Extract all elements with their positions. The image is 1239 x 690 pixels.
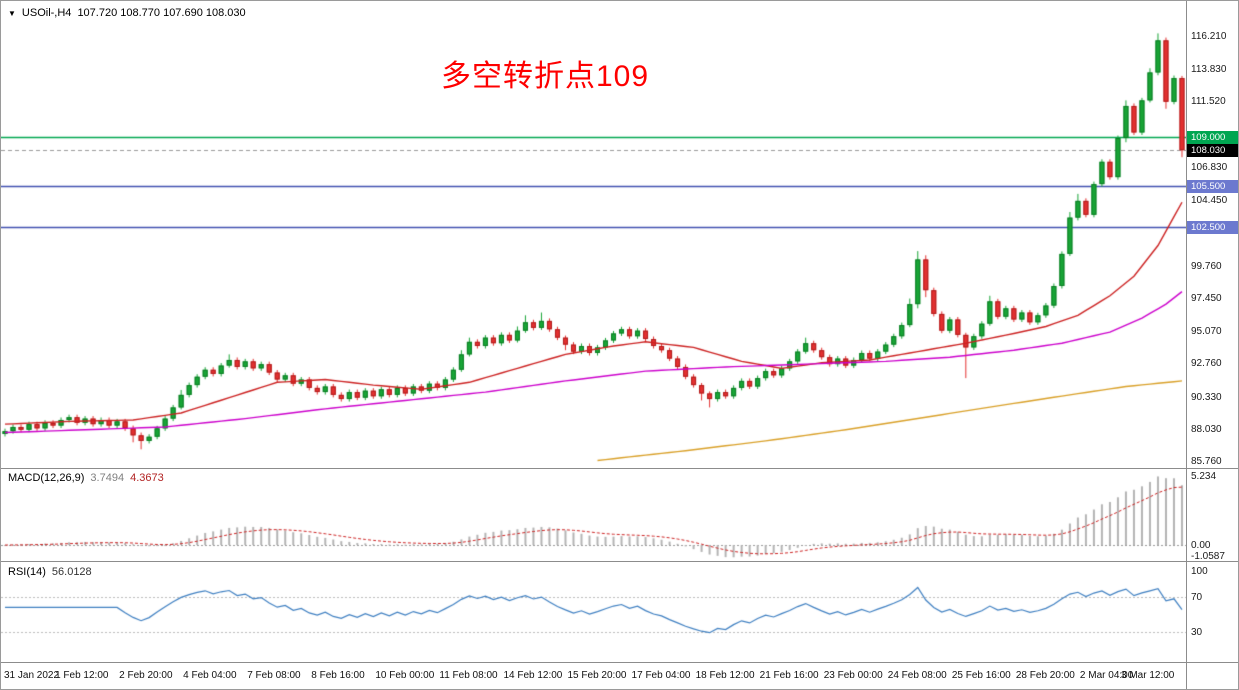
price-level-badge: 105.500 [1187, 179, 1238, 193]
rsi-indicator-panel[interactable] [1, 562, 1186, 662]
time-tick-label: 31 Jan 2022 [4, 670, 60, 681]
price-level-badge: 109.000 [1187, 130, 1238, 144]
time-tick-label: 10 Feb 00:00 [375, 670, 435, 681]
macd-signal-value: 4.3673 [130, 472, 164, 484]
rsi-name: RSI(14) [8, 566, 46, 578]
price-tick-label: 97.450 [1191, 292, 1222, 304]
time-tick-label: 17 Feb 04:00 [631, 670, 691, 681]
panel-separator [1, 468, 1238, 469]
price-level-badge: 102.500 [1187, 221, 1238, 235]
time-tick-label: 7 Feb 08:00 [247, 670, 301, 681]
price-tick-label: 113.830 [1191, 64, 1227, 76]
price-tick-label: 92.760 [1191, 358, 1222, 370]
macd-axis-label: -1.0587 [1191, 551, 1225, 562]
time-tick-label: 25 Feb 16:00 [951, 670, 1011, 681]
macd-main-value: 3.7494 [90, 472, 125, 484]
rsi-axis-label: 30 [1191, 626, 1203, 638]
rsi-label: RSI(14) 56.0128 [8, 566, 92, 578]
price-tick-label: 104.450 [1191, 195, 1228, 207]
price-tick-label: 111.520 [1191, 96, 1226, 108]
collapse-triangle-icon[interactable]: ▼ [8, 8, 16, 18]
price-tick-label: 99.760 [1191, 260, 1222, 272]
time-tick-label: 18 Feb 12:00 [695, 670, 755, 681]
main-price-chart[interactable] [1, 1, 1186, 468]
price-tick-label: 88.030 [1191, 424, 1222, 436]
time-tick-label: 21 Feb 16:00 [759, 670, 819, 681]
time-tick-label: 24 Feb 08:00 [887, 670, 947, 681]
rsi-axis-label: 100 [1191, 565, 1208, 577]
panel-separator [1, 561, 1238, 562]
price-tick-label: 85.760 [1191, 456, 1222, 468]
time-tick-label: 4 Feb 04:00 [183, 670, 237, 681]
macd-label: MACD(12,26,9) 3.7494 4.3673 [8, 472, 164, 484]
time-tick-label: 2 Feb 20:00 [119, 670, 173, 681]
time-tick-label: 23 Feb 00:00 [823, 670, 883, 681]
price-tick-label: 116.210 [1191, 31, 1227, 43]
time-tick-label: 15 Feb 20:00 [567, 670, 627, 681]
macd-indicator-panel[interactable] [1, 469, 1186, 561]
time-tick-label: 8 Feb 16:00 [311, 670, 365, 681]
price-tick-label: 106.830 [1191, 161, 1228, 173]
time-tick-label: 11 Feb 08:00 [439, 670, 498, 681]
price-scale-divider [1186, 1, 1187, 689]
macd-axis-label: 0.00 [1191, 540, 1211, 552]
symbol-timeframe: USOil-,H4 [21, 7, 72, 19]
rsi-value: 56.0128 [51, 566, 92, 578]
chart-annotation-text: 多空转折点109 [441, 60, 650, 93]
macd-name: MACD(12,26,9) [8, 472, 85, 484]
time-tick-label: 14 Feb 12:00 [503, 670, 563, 681]
panel-separator [1, 662, 1238, 663]
symbol-info-bar: ▼ USOil-,H4 107.720 108.770 107.690 108.… [8, 7, 246, 19]
macd-axis-label: 5.234 [1191, 471, 1217, 482]
price-tick-label: 95.070 [1191, 326, 1222, 338]
rsi-axis-label: 70 [1191, 591, 1203, 603]
price-tick-label: 90.330 [1191, 392, 1222, 404]
ohlc-values: 107.720 108.770 107.690 108.030 [77, 7, 246, 19]
time-tick-label: 3 Mar 12:00 [1121, 670, 1175, 681]
time-tick-label: 28 Feb 20:00 [1015, 670, 1075, 681]
time-tick-label: 2 Mar 04:00 [1079, 670, 1134, 681]
time-tick-label: 1 Feb 12:00 [55, 670, 109, 681]
price-level-badge: 108.030 [1187, 144, 1238, 158]
